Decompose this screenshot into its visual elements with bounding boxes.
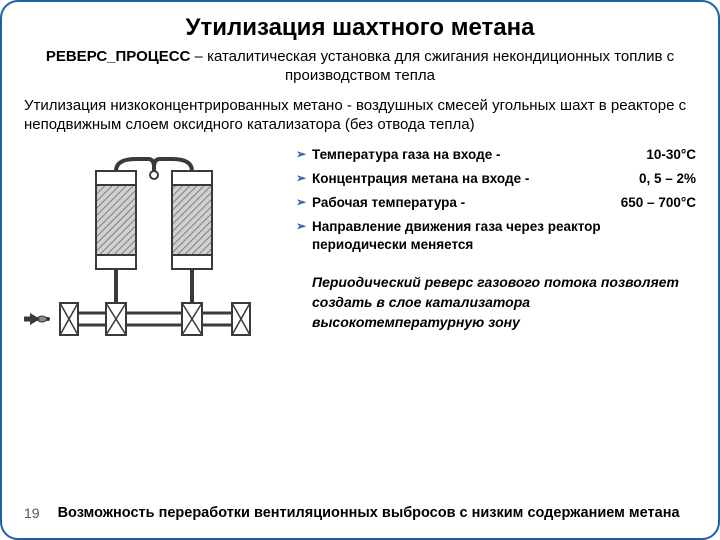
valve-right-outer [232, 303, 250, 335]
reactor-right [172, 171, 212, 303]
valve-left-outer [60, 303, 78, 335]
param-label: Концентрация метана на входе - [312, 170, 629, 188]
param-value: 10-30°С [636, 146, 696, 164]
reverse-note: Периодический реверс газового потока поз… [312, 272, 696, 333]
param-label: Температура газа на входе - [312, 146, 636, 164]
slide-subtitle: РЕВЕРС_ПРОЦЕСС – каталитическая установк… [24, 48, 696, 86]
valve-left-inner [106, 303, 126, 335]
param-value: 0, 5 – 2% [629, 170, 696, 188]
subtitle-term: РЕВЕРС_ПРОЦЕСС [46, 48, 191, 65]
slide-title: Утилизация шахтного метана [24, 14, 696, 42]
list-item: Рабочая температура - 650 – 700°С [296, 191, 696, 215]
list-item: Температура газа на входе - 10-30°С [296, 143, 696, 167]
flow-arrow-icon [24, 313, 40, 325]
diagram-col [24, 143, 284, 353]
param-value: 650 – 700°С [611, 194, 696, 212]
valve-right-inner [182, 303, 202, 335]
footnote-text: Возможность переработки вентиляционных в… [58, 504, 680, 522]
slide-frame: Утилизация шахтного метана РЕВЕРС_ПРОЦЕС… [0, 0, 720, 540]
list-item: Направление движения газа через реактор … [296, 215, 696, 257]
subtitle-rest: – каталитическая установка для сжигания … [190, 48, 674, 84]
parameter-list: Температура газа на входе - 10-30°С Конц… [296, 143, 696, 258]
param-label: Направление движения газа через реактор … [312, 218, 696, 254]
page-number: 19 [24, 505, 40, 521]
list-item: Концентрация метана на входе - 0, 5 – 2% [296, 167, 696, 191]
reactor-left [96, 171, 136, 303]
intro-paragraph: Утилизация низкоконцентрированных метано… [24, 96, 696, 135]
footer: 19 Возможность переработки вентиляционны… [24, 504, 696, 522]
reactor-diagram [24, 153, 284, 353]
list-col: Температура газа на входе - 10-30°С Конц… [296, 143, 696, 333]
content-row: Температура газа на входе - 10-30°С Конц… [24, 143, 696, 353]
param-label: Рабочая температура - [312, 194, 611, 212]
